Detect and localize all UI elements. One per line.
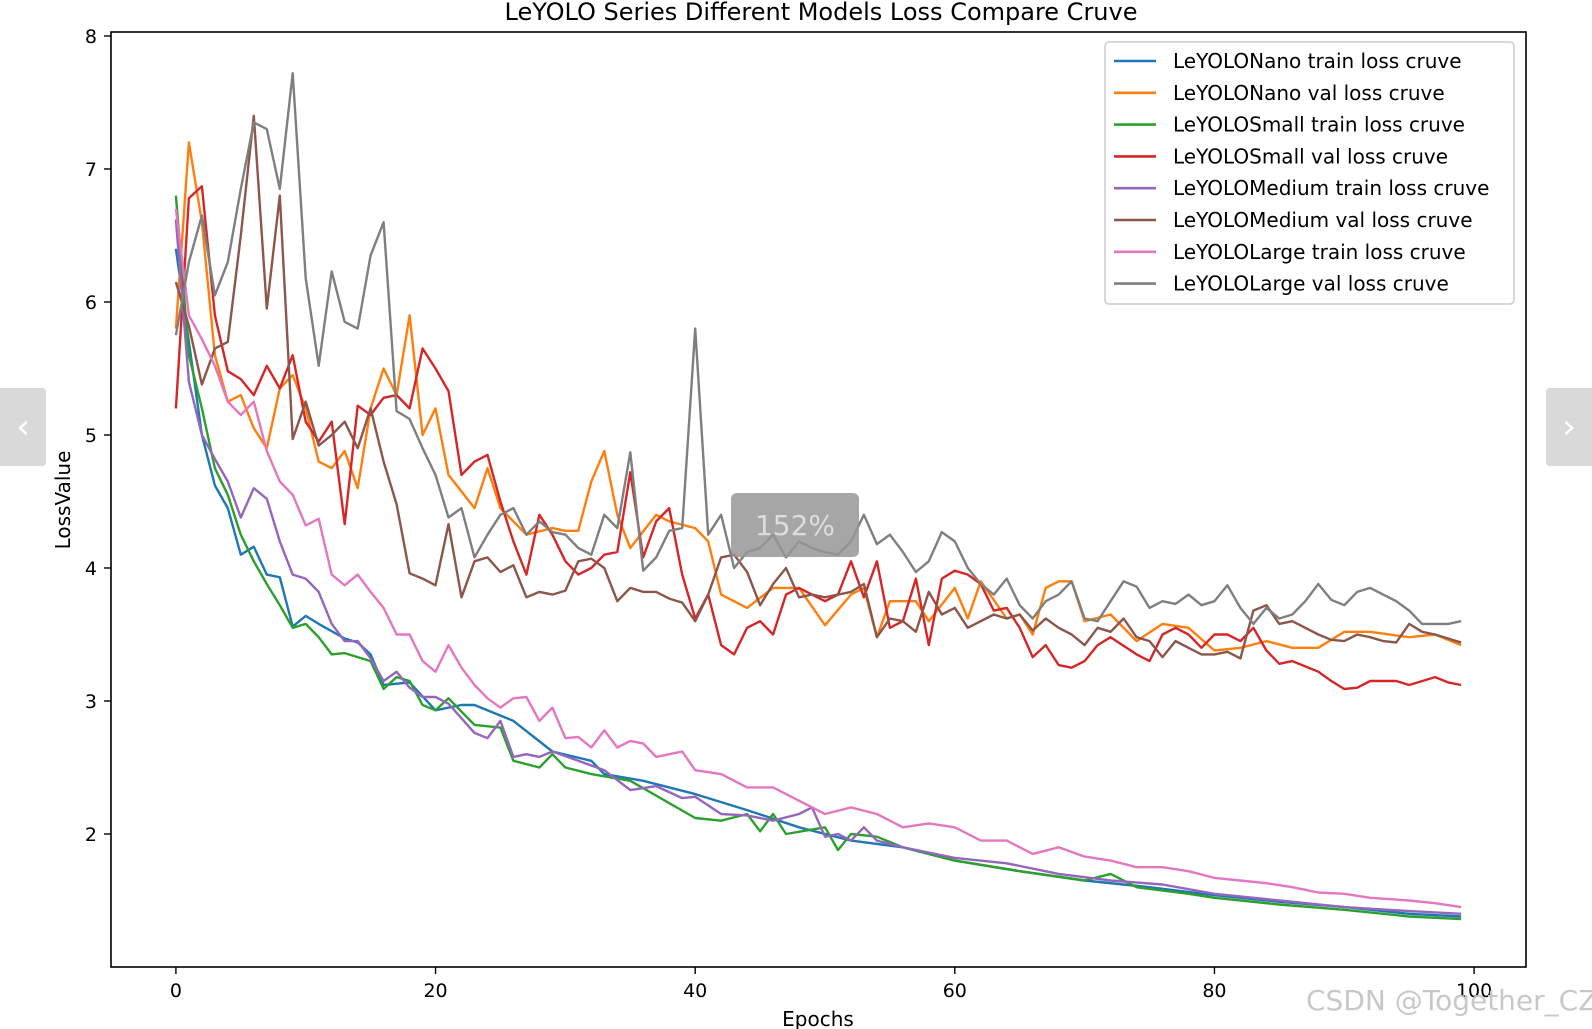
series-line-7	[174, 208, 1462, 909]
x-tick-label: 0	[170, 980, 182, 1002]
series-line-5	[174, 219, 1462, 915]
legend-label: LeYOLONano train loss cruve	[1173, 49, 1462, 73]
legend-label: LeYOLOLarge val loss cruve	[1173, 272, 1449, 296]
x-axis-label: Epochs	[782, 1007, 854, 1029]
y-tick-label: 2	[85, 824, 97, 846]
y-tick-label: 4	[85, 558, 97, 580]
legend: LeYOLONano train loss cruve LeYOLONano va…	[1104, 41, 1515, 305]
chart-title: LeYOLO Series Different Models Loss Comp…	[505, 0, 1138, 26]
y-tick-label: 6	[85, 292, 97, 314]
series-line-4	[174, 185, 1462, 691]
y-axis-label: LossValue	[51, 451, 75, 550]
x-tick-label: 60	[943, 980, 967, 1002]
x-tick-label: 80	[1202, 980, 1226, 1002]
zoom-level-badge: 152%	[731, 493, 859, 557]
x-tick-label: 20	[423, 980, 447, 1002]
legend-label: LeYOLOLarge train loss cruve	[1173, 240, 1466, 264]
next-image-button[interactable]: ›	[1546, 388, 1592, 466]
legend-label: LeYOLOSmall train loss cruve	[1173, 113, 1465, 137]
series-line-6	[174, 114, 1462, 660]
y-tick-label: 3	[85, 691, 97, 713]
legend-label: LeYOLONano val loss cruve	[1173, 81, 1445, 105]
axis-ticks: 0 20 40 60 80 100 2 3 4 5 6 7 8	[85, 26, 1492, 1002]
series-line-3	[174, 195, 1462, 921]
legend-label: LeYOLOSmall val loss cruve	[1173, 144, 1448, 168]
y-tick-label: 7	[85, 159, 97, 181]
zoom-level-label: 152%	[754, 508, 836, 542]
chevron-right-icon: ›	[1562, 407, 1576, 447]
y-tick-label: 8	[85, 26, 97, 48]
legend-label: LeYOLOMedium train loss cruve	[1173, 176, 1489, 200]
chevron-left-icon: ‹	[16, 407, 30, 447]
axes-frame	[110, 31, 1527, 968]
legend-box	[1104, 41, 1515, 305]
x-tick-label: 100	[1456, 980, 1492, 1002]
watermark: CSDN @Together_CZ	[1306, 984, 1592, 1017]
y-tick-label: 5	[85, 425, 97, 447]
x-tick-label: 40	[683, 980, 707, 1002]
legend-label: LeYOLOMedium val loss cruve	[1173, 208, 1473, 232]
previous-image-button[interactable]: ‹	[0, 388, 46, 466]
